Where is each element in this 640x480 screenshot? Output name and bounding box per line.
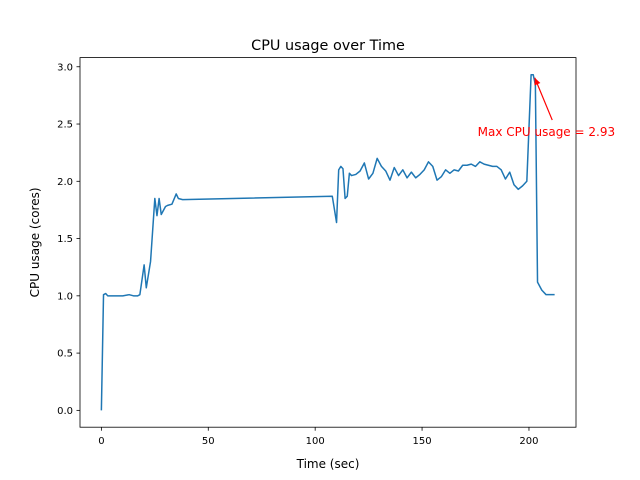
- annotations: Max CPU usage = 2.93: [478, 77, 615, 139]
- x-axis: 0 50 100 150 200: [98, 427, 539, 447]
- x-tick-label: 100: [306, 436, 325, 447]
- annotation-arrow-shaft: [534, 77, 553, 121]
- x-tick-label: 200: [519, 436, 538, 447]
- y-tick-label: 1.5: [57, 234, 73, 245]
- x-tick-label: 150: [413, 436, 432, 447]
- x-tick-label: 50: [202, 436, 215, 447]
- y-tick-label: 0.0: [57, 406, 73, 417]
- y-tick-label: 0.5: [57, 349, 73, 360]
- plot-area: [100, 74, 555, 411]
- y-axis-label: CPU usage (cores): [28, 187, 42, 297]
- plot-frame: [79, 57, 577, 428]
- y-tick-label: 3.0: [57, 62, 73, 73]
- x-tick-label: 0: [98, 436, 104, 447]
- annotation-arrow-head: [534, 77, 541, 86]
- y-tick-label: 2.0: [57, 177, 73, 188]
- y-axis: 0.0 0.5 1.0 1.5 2.0 2.5 3.0: [57, 62, 80, 417]
- cpu-usage-series-line: [100, 74, 555, 411]
- max-cpu-annotation-label: Max CPU usage = 2.93: [478, 125, 615, 139]
- x-axis-label: Time (sec): [296, 457, 360, 471]
- y-tick-label: 2.5: [57, 120, 73, 131]
- chart-title: CPU usage over Time: [251, 38, 405, 54]
- y-tick-label: 1.0: [57, 291, 73, 302]
